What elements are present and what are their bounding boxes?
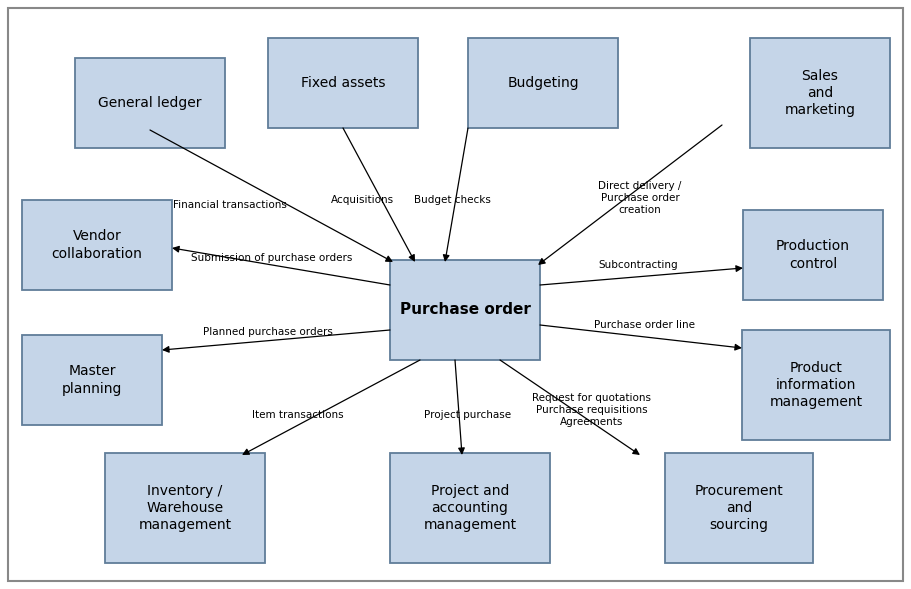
Text: Budgeting: Budgeting xyxy=(507,76,578,90)
Text: Financial transactions: Financial transactions xyxy=(173,200,287,210)
Bar xyxy=(665,453,813,563)
Bar xyxy=(105,453,265,563)
Bar xyxy=(468,38,618,128)
Text: Vendor
collaboration: Vendor collaboration xyxy=(52,229,142,261)
Text: Request for quotations
Purchase requisitions
Agreements: Request for quotations Purchase requisit… xyxy=(533,393,651,426)
Text: Master
planning: Master planning xyxy=(62,365,122,396)
Bar xyxy=(268,38,418,128)
Text: Planned purchase orders: Planned purchase orders xyxy=(203,327,333,337)
Text: Subcontracting: Subcontracting xyxy=(599,260,678,270)
Bar xyxy=(743,210,883,300)
Text: Inventory /
Warehouse
management: Inventory / Warehouse management xyxy=(138,484,231,532)
Text: Acquisitions: Acquisitions xyxy=(331,195,394,205)
Text: Item transactions: Item transactions xyxy=(252,410,343,420)
Text: Project and
accounting
management: Project and accounting management xyxy=(424,484,517,532)
Text: Sales
and
marketing: Sales and marketing xyxy=(784,69,855,117)
Bar xyxy=(22,200,172,290)
Bar xyxy=(742,330,890,440)
Bar xyxy=(750,38,890,148)
Bar xyxy=(390,453,550,563)
Text: Fixed assets: Fixed assets xyxy=(301,76,385,90)
Text: Production
control: Production control xyxy=(776,239,850,271)
Text: Purchase order: Purchase order xyxy=(400,303,530,317)
Text: Purchase order line: Purchase order line xyxy=(595,320,695,330)
Text: Project purchase: Project purchase xyxy=(425,410,512,420)
Text: Procurement
and
sourcing: Procurement and sourcing xyxy=(694,484,783,532)
Text: Product
information
management: Product information management xyxy=(770,360,863,409)
Text: Direct delivery /
Purchase order
creation: Direct delivery / Purchase order creatio… xyxy=(599,181,681,214)
Text: Submission of purchase orders: Submission of purchase orders xyxy=(191,253,353,263)
Bar xyxy=(390,260,540,360)
Text: Budget checks: Budget checks xyxy=(414,195,490,205)
Bar xyxy=(22,335,162,425)
Bar xyxy=(75,58,225,148)
Text: General ledger: General ledger xyxy=(98,96,201,110)
